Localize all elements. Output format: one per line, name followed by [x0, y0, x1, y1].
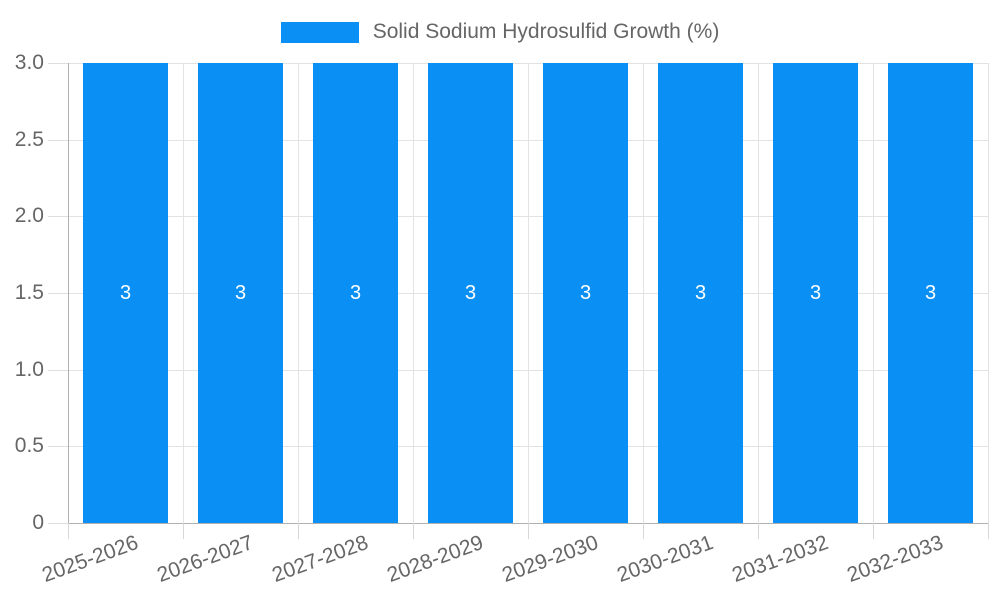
x-tick-label: 2028-2029 [384, 531, 487, 587]
y-tick-mark [48, 216, 68, 218]
legend-swatch [280, 21, 359, 43]
x-tick-mark [643, 523, 644, 539]
gridline-vertical [528, 63, 529, 523]
y-tick-label: 1.0 [14, 357, 44, 381]
bar-value-label: 3 [809, 281, 822, 304]
x-tick-mark [988, 523, 989, 539]
gridline-vertical [988, 63, 989, 523]
gridline-vertical [413, 63, 414, 523]
y-tick-label: 0.5 [14, 434, 44, 458]
bar: 3 [83, 63, 168, 523]
gridline-vertical [298, 63, 299, 523]
gridline-vertical [183, 63, 184, 523]
y-tick-mark [48, 293, 68, 294]
bar: 3 [888, 63, 973, 523]
gridline-vertical [758, 63, 759, 523]
y-tick-mark [48, 63, 68, 64]
x-tick-label: 2030-2031 [614, 531, 717, 587]
legend-item[interactable]: Solid Sodium Hydrosulfid Growth (%) [0, 20, 1000, 44]
legend-label: Solid Sodium Hydrosulfid Growth (%) [372, 20, 720, 43]
y-tick-label: 2.5 [14, 127, 44, 151]
y-tick-label: 2.0 [14, 204, 44, 228]
bar-value-label: 3 [464, 281, 477, 304]
bar: 3 [428, 63, 513, 523]
y-tick-mark [48, 446, 68, 448]
x-tick-mark [413, 523, 414, 539]
y-tick-label: 3.0 [14, 51, 44, 74]
gridline-vertical [643, 63, 644, 523]
plot-area: 3 3 3 3 3 3 3 3 [68, 63, 989, 523]
x-tick-mark [183, 523, 184, 539]
x-tick-mark [528, 523, 529, 539]
x-tick-label: 2027-2028 [269, 531, 372, 587]
x-tick-mark [873, 523, 874, 539]
y-tick-mark [48, 139, 68, 141]
y-tick-label: 0 [32, 511, 44, 534]
x-tick-mark [758, 523, 759, 539]
bar-value-label: 3 [119, 281, 132, 304]
x-tick-label: 2031-2032 [729, 531, 832, 587]
bar-value-label: 3 [234, 281, 247, 304]
y-axis-line [68, 63, 69, 523]
y-tick-label: 1.5 [14, 281, 44, 304]
bar: 3 [773, 63, 858, 523]
bar: 3 [198, 63, 283, 523]
x-tick-mark [298, 523, 299, 539]
bar: 3 [658, 63, 743, 523]
x-tick-label: 2032-2033 [844, 531, 947, 587]
y-tick-mark [48, 523, 68, 524]
bar-value-label: 3 [924, 281, 937, 304]
x-tick-label: 2026-2027 [154, 531, 257, 587]
gridline-vertical [873, 63, 874, 523]
bar: 3 [313, 63, 398, 523]
x-tick-label: 2029-2030 [499, 531, 602, 587]
x-tick-label: 2025-2026 [39, 531, 142, 587]
bar-value-label: 3 [349, 281, 362, 304]
bar-value-label: 3 [579, 281, 592, 304]
bar-value-label: 3 [694, 281, 707, 304]
bar: 3 [543, 63, 628, 523]
x-tick-mark [68, 523, 69, 539]
y-tick-mark [48, 369, 68, 371]
